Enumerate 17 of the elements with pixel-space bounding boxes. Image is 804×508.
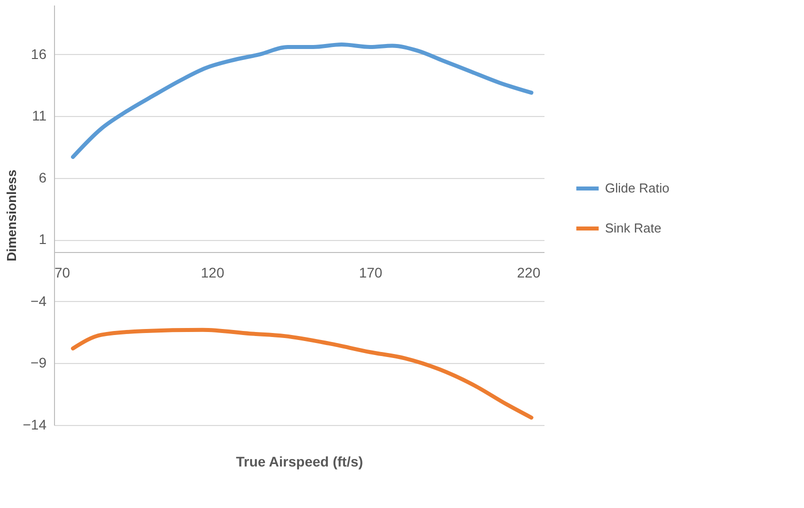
x-tick-label: 120 bbox=[200, 264, 224, 281]
x-tick-label: 70 bbox=[54, 264, 70, 281]
x-tick-label: 220 bbox=[517, 264, 541, 281]
y-tick-label: −14 bbox=[22, 416, 47, 432]
y-tick-label: 16 bbox=[30, 46, 47, 62]
y-tick-label: 11 bbox=[32, 108, 47, 124]
y-tick-label: 1 bbox=[38, 231, 47, 248]
y-axis-title: Dimensionless bbox=[4, 170, 19, 262]
line-series bbox=[70, 328, 534, 420]
y-tick-label: −9 bbox=[30, 354, 47, 371]
legend-label: Glide Ratio bbox=[605, 180, 670, 196]
y-tick-label: −4 bbox=[30, 292, 47, 309]
legend-label: Sink Rate bbox=[605, 220, 662, 236]
line-series bbox=[70, 42, 534, 159]
x-axis-title: True Airspeed (ft/s) bbox=[236, 454, 364, 470]
y-tick-label: 6 bbox=[38, 169, 47, 186]
x-tick-label: 170 bbox=[358, 264, 383, 281]
